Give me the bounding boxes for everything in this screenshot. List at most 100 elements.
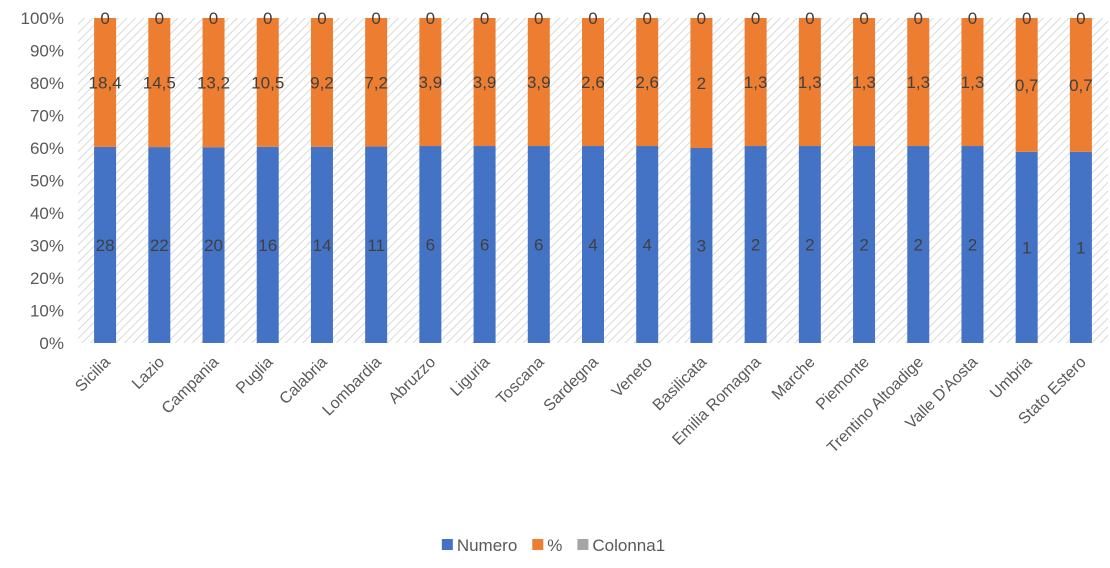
legend-swatch <box>577 539 589 550</box>
y-tick-label: 20% <box>30 269 64 288</box>
data-label: 0 <box>1076 9 1085 28</box>
data-label: 20 <box>204 236 223 255</box>
y-tick-label: 30% <box>30 237 64 256</box>
y-tick-label: 10% <box>30 302 64 321</box>
data-labels: 2818,402214,502013,201610,50149,20117,20… <box>89 9 1093 257</box>
data-label: 2 <box>859 236 868 255</box>
data-label: 1,3 <box>906 73 930 92</box>
data-label: 2 <box>914 236 923 255</box>
data-label: 4 <box>588 236 597 255</box>
bar-segment-numero <box>582 146 604 343</box>
data-label: 7,2 <box>364 73 388 92</box>
bar-segment-numero <box>256 146 279 343</box>
data-label: 0,7 <box>1015 76 1039 95</box>
legend-swatch <box>441 539 453 550</box>
data-label: 6 <box>534 236 543 255</box>
x-tick-label: Abruzzo <box>386 354 440 408</box>
bar-segment- <box>202 18 225 148</box>
legend-label: Numero <box>457 536 517 555</box>
data-label: 11 <box>367 236 385 255</box>
data-label: 16 <box>258 236 277 255</box>
y-tick-label: 0% <box>39 334 64 353</box>
data-label: 0 <box>100 9 109 28</box>
data-label: 13,2 <box>197 74 230 93</box>
data-label: 0 <box>642 9 651 28</box>
bar-segment- <box>636 18 659 147</box>
data-label: 0 <box>534 9 543 28</box>
bar-segment-numero <box>853 146 876 343</box>
x-tick-label: Liguria <box>447 354 493 400</box>
bar-segment-numero <box>1069 151 1092 343</box>
x-tick-label: Calabria <box>277 354 331 408</box>
bar-segment- <box>853 18 876 147</box>
data-label: 18,4 <box>89 73 122 92</box>
bar-segment- <box>419 18 442 147</box>
x-tick-label: Sicilia <box>72 354 114 396</box>
bar-segment- <box>94 18 117 147</box>
data-label: 0 <box>697 9 706 28</box>
bar-segment-numero <box>961 146 984 343</box>
data-label: 1,3 <box>961 73 985 92</box>
y-tick-label: 40% <box>30 204 64 223</box>
data-label: 1 <box>1022 238 1031 257</box>
data-label: 6 <box>480 236 489 255</box>
data-label: 6 <box>426 236 435 255</box>
bar-segment- <box>961 18 984 147</box>
data-label: 0 <box>968 9 977 28</box>
data-label: 2 <box>697 74 706 93</box>
bar-segment- <box>798 18 821 147</box>
x-tick-label: Puglia <box>233 354 277 398</box>
legend-label: % <box>547 536 562 555</box>
data-label: 22 <box>150 236 169 255</box>
x-tick-label: Lazio <box>129 354 168 393</box>
data-label: 0 <box>371 9 380 28</box>
bars <box>94 18 1092 343</box>
bar-segment-numero <box>1015 151 1038 343</box>
legend: Numero% Colonna1 <box>441 536 665 555</box>
data-label: 14 <box>312 236 331 255</box>
data-label: 2 <box>968 236 977 255</box>
bar-segment- <box>1069 18 1092 152</box>
bar-segment-numero <box>527 146 550 343</box>
data-label: 0 <box>914 9 923 28</box>
data-label: 0,7 <box>1069 76 1093 95</box>
data-label: 3 <box>697 237 706 256</box>
bar-segment- <box>1015 18 1038 152</box>
y-tick-label: 60% <box>30 139 64 158</box>
data-label: 1,3 <box>852 73 876 92</box>
bar-segment- <box>527 18 550 147</box>
data-label: 1 <box>1076 238 1085 257</box>
x-tick-label: Umbria <box>987 354 1036 403</box>
data-label: 1,3 <box>744 73 768 92</box>
data-label: 9,2 <box>310 73 334 92</box>
data-label: 0 <box>805 9 814 28</box>
bar-segment- <box>365 18 388 147</box>
x-tick-label: Sardegna <box>541 354 602 415</box>
bar-segment- <box>582 18 604 147</box>
bar-segment- <box>907 18 930 147</box>
y-tick-label: 100% <box>21 9 64 28</box>
data-label: 1,3 <box>798 73 822 92</box>
bar-segment-numero <box>636 146 659 343</box>
bar-segment-numero <box>798 146 821 343</box>
bar-segment-numero <box>94 146 117 343</box>
data-label: 0 <box>480 9 489 28</box>
y-tick-label: 90% <box>30 42 64 61</box>
data-label: 0 <box>426 9 435 28</box>
x-tick-label: Veneto <box>609 354 656 401</box>
bar-segment-numero <box>365 146 388 343</box>
bar-segment-numero <box>310 146 333 343</box>
bar-segment- <box>690 18 713 148</box>
x-tick-label: Trentino Altoadige <box>824 354 927 457</box>
data-label: 2,6 <box>635 73 659 92</box>
y-tick-label: 70% <box>30 107 64 126</box>
bar-segment-numero <box>690 148 713 343</box>
x-tick-label: Campania <box>159 354 223 418</box>
data-label: 0 <box>263 9 272 28</box>
data-label: 0 <box>209 9 218 28</box>
x-tick-label: Lombardia <box>320 354 386 420</box>
legend-swatch <box>532 539 544 550</box>
